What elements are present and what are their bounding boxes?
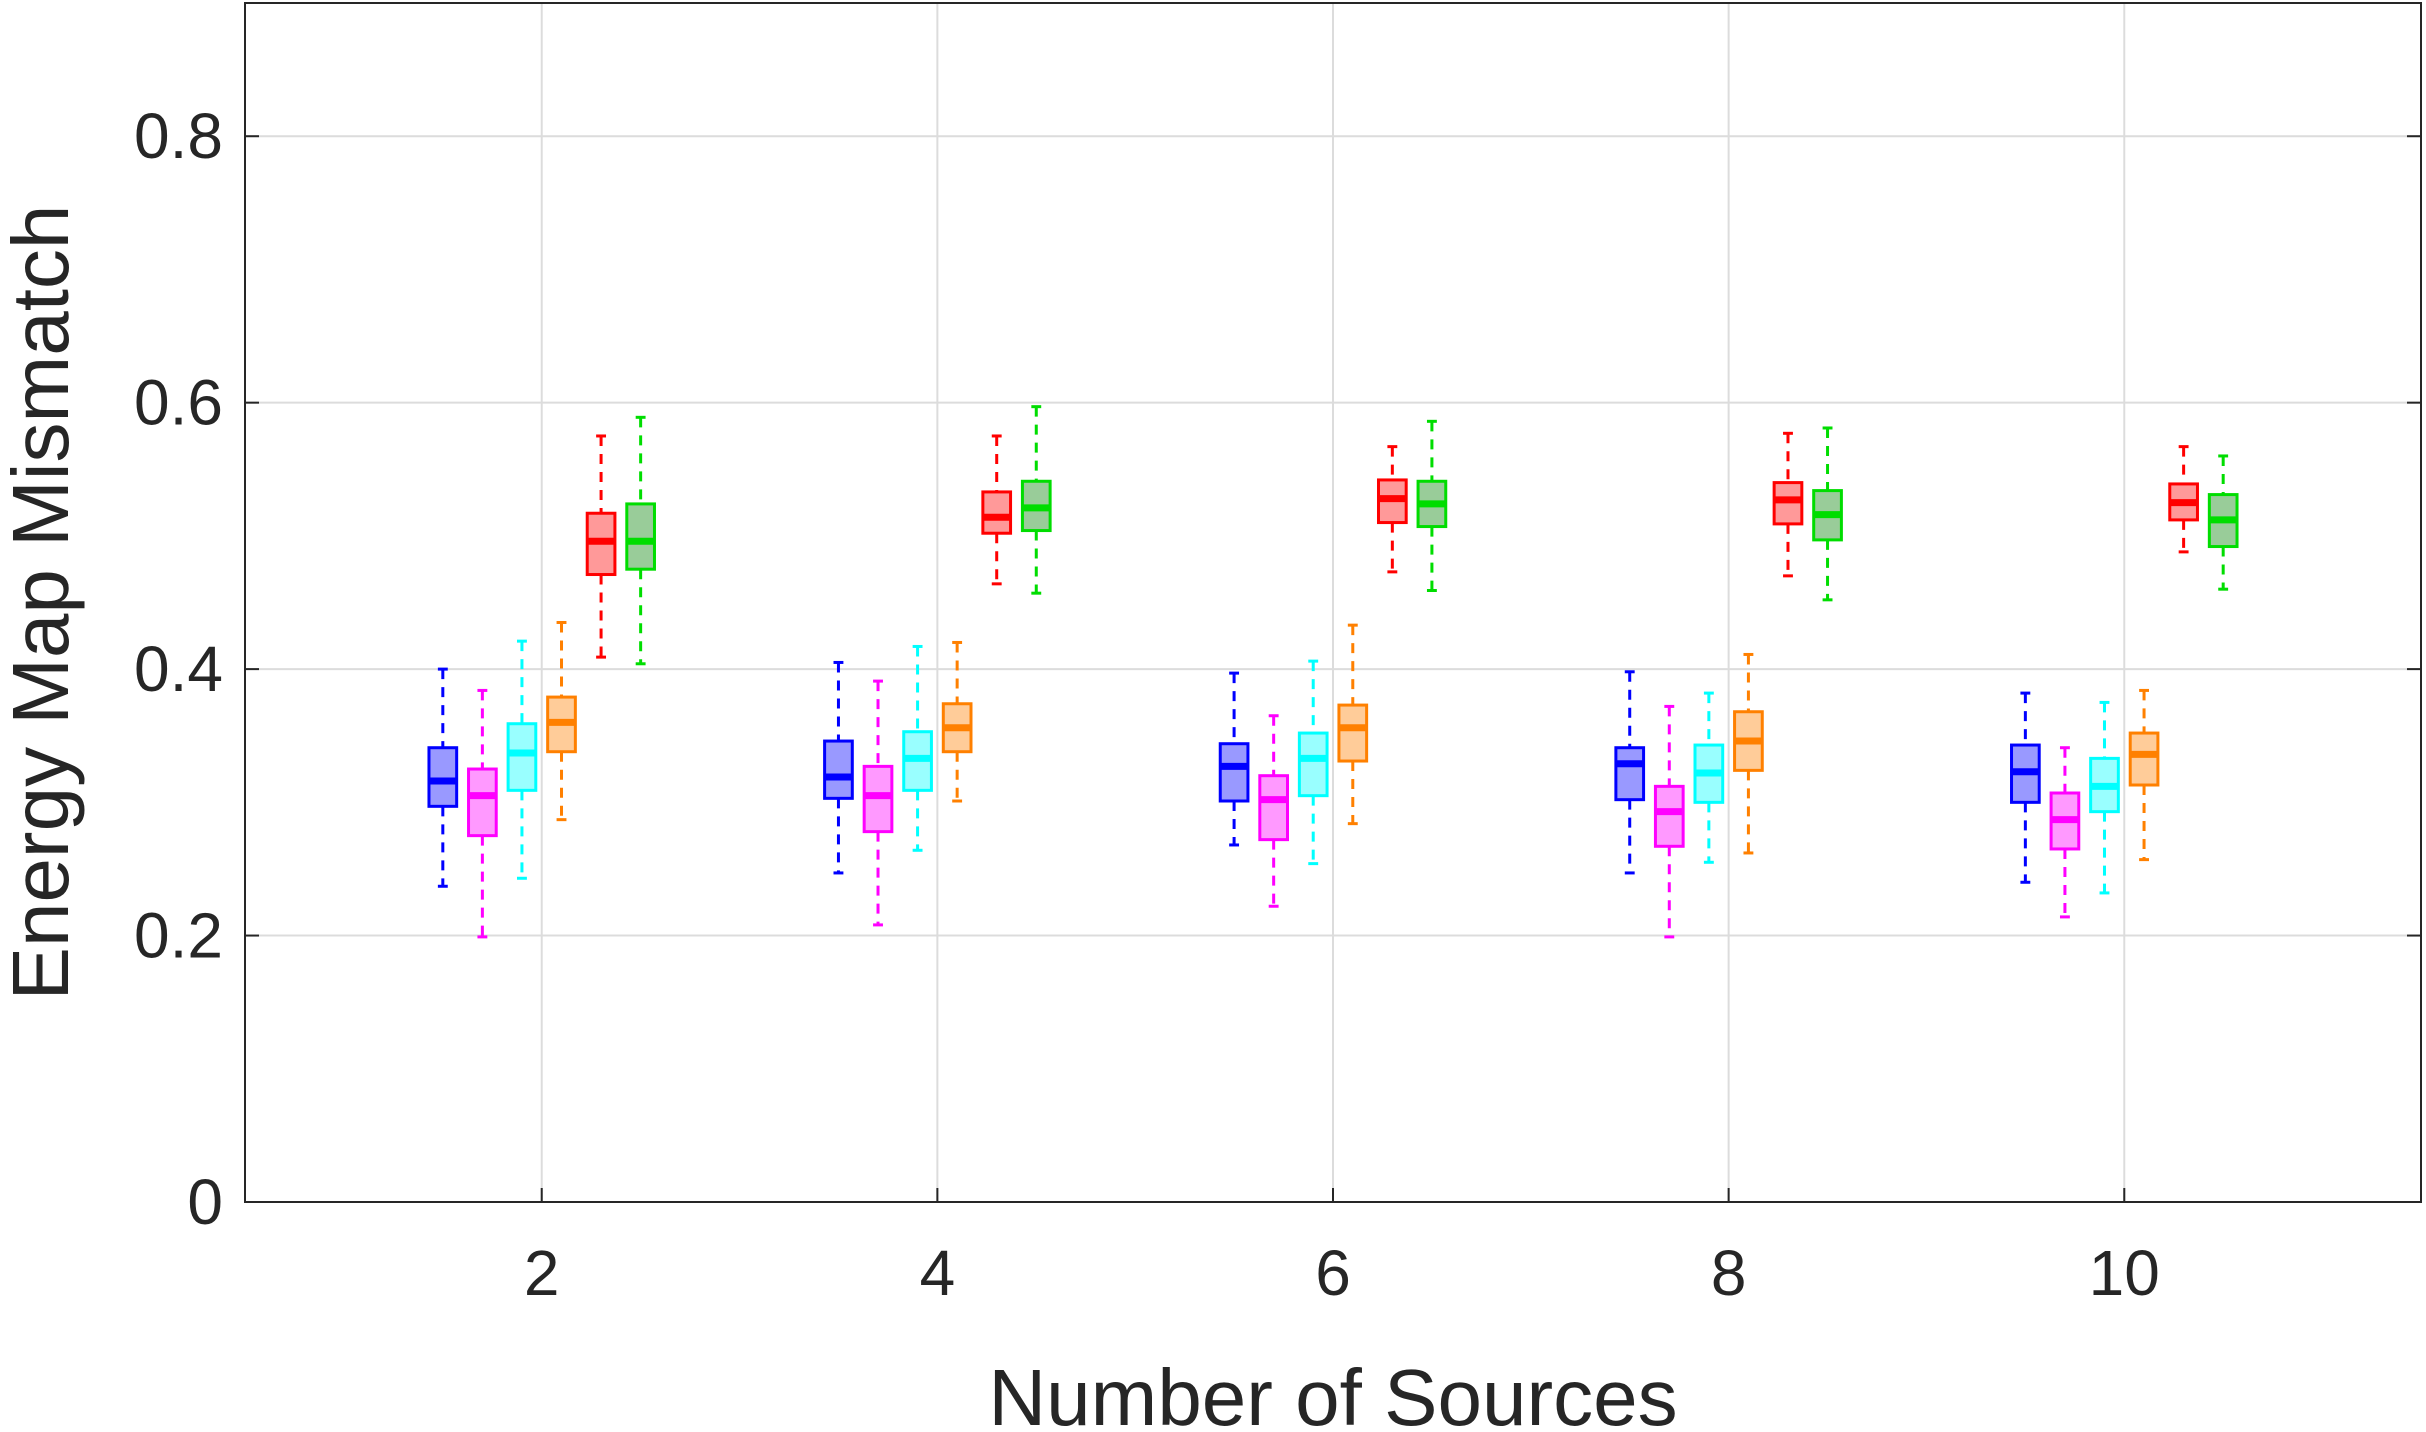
box-orange (2128, 688, 2160, 862)
box-magenta (1653, 704, 1685, 939)
box-cyan (902, 644, 933, 852)
y-tick-label: 0.2 (134, 900, 223, 972)
iqr-box (1218, 742, 1250, 803)
box-red (2168, 445, 2199, 554)
box-orange (1337, 623, 1369, 826)
box-green (2207, 454, 2239, 591)
box-orange (941, 640, 973, 803)
box-green (1020, 405, 1052, 595)
x-tick-label: 10 (2089, 1237, 2160, 1309)
box-magenta (467, 688, 498, 939)
box-magenta (1258, 714, 1290, 908)
y-tick-label: 0.4 (134, 633, 223, 705)
box-magenta (862, 679, 894, 927)
box-green (1812, 426, 1843, 602)
iqr-box (467, 767, 498, 838)
box-green (625, 415, 656, 666)
x-axis-label: Number of Sources (988, 1353, 1677, 1432)
x-tick-label: 4 (920, 1237, 956, 1309)
grid (245, 3, 2421, 1202)
y-tick-label: 0 (187, 1166, 223, 1238)
iqr-box (1297, 731, 1329, 798)
x-tick-label: 6 (1315, 1237, 1351, 1309)
box-orange (546, 620, 577, 822)
box-red (981, 434, 1013, 586)
box-blue (823, 660, 854, 875)
iqr-box (506, 722, 538, 792)
box-cyan (2089, 700, 2120, 895)
box-orange (1733, 652, 1764, 855)
box-blue (1218, 671, 1250, 847)
box-blue (1614, 670, 1646, 875)
box-blue (427, 667, 459, 888)
box-red (1376, 445, 1408, 574)
x-tick-label: 8 (1711, 1237, 1747, 1309)
box-cyan (506, 639, 538, 880)
iqr-box (823, 739, 854, 800)
box-cyan (1693, 691, 1725, 864)
x-tick-label: 2 (524, 1237, 560, 1309)
box-red (585, 434, 617, 659)
iqr-box (1337, 703, 1369, 763)
box-cyan (1297, 659, 1329, 866)
iqr-box (1258, 774, 1290, 842)
y-tick-label: 0.6 (134, 367, 223, 439)
iqr-box (981, 490, 1013, 535)
iqr-box (1614, 746, 1646, 802)
y-tick-label: 0.8 (134, 100, 223, 172)
iqr-box (427, 746, 459, 808)
y-axis-label: Energy Map Mismatch (0, 205, 85, 1001)
iqr-box (2128, 731, 2160, 787)
ticks: 0 0.2 0.4 0.6 0.8 2 4 6 8 10 (134, 100, 2421, 1309)
boxes (427, 405, 2239, 939)
iqr-box (1653, 784, 1685, 848)
iqr-box (625, 502, 656, 571)
box-blue (2010, 691, 2041, 884)
box-green (1416, 419, 1448, 593)
box-red (1772, 431, 1804, 578)
box-magenta (2049, 746, 2081, 919)
